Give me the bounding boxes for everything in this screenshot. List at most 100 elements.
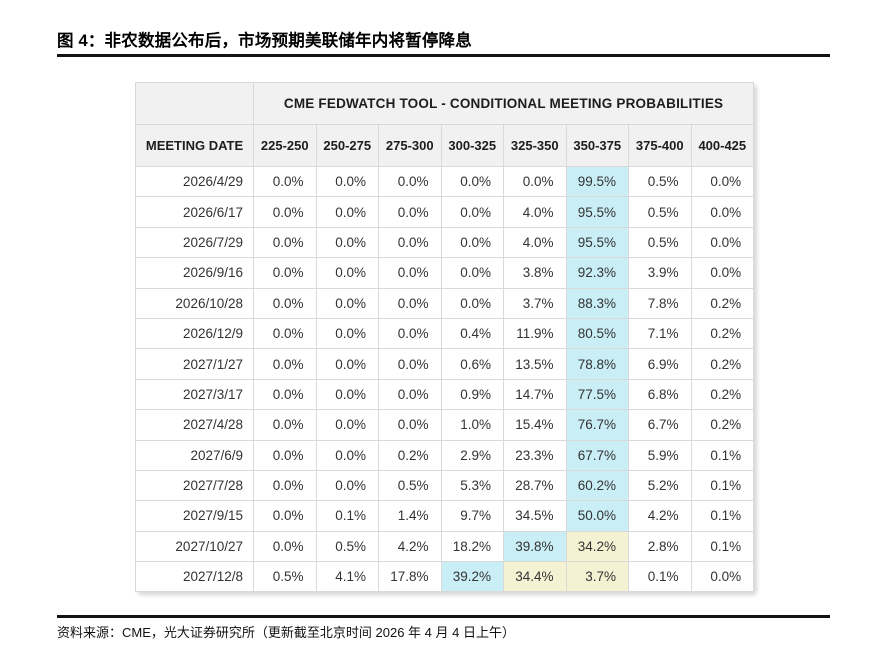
probability-cell: 28.7%: [503, 469, 567, 502]
rate-range-header: 225-250: [253, 124, 317, 167]
probability-cell: 18.2%: [440, 530, 504, 563]
rate-range-header: 350-375: [565, 124, 629, 167]
table-row: 2027/4/28 0.0% 0.0% 0.0% 1.0% 15.4% 76.7% 6.7% 0…: [135, 409, 755, 441]
probability-cell: 23.3%: [503, 439, 567, 471]
probability-cell: 92.3%: [565, 257, 629, 289]
probability-cell: 0.0%: [315, 196, 379, 228]
probability-cell: 4.2%: [628, 500, 692, 532]
probability-cell: 34.5%: [503, 500, 567, 532]
probability-cell: 0.0%: [315, 257, 379, 289]
table-row: 2026/6/17 0.0% 0.0% 0.0% 0.0% 4.0% 95.5% 0.5% 0.…: [135, 196, 755, 228]
figure-title: 图 4：非农数据公布后，市场预期美联储年内将暂停降息: [57, 32, 472, 50]
probability-cell: 77.5%: [565, 378, 629, 411]
probability-cell: 0.0%: [253, 257, 317, 289]
probability-cell: 6.7%: [628, 409, 692, 441]
probability-cell: 0.0%: [315, 469, 379, 502]
probability-cell: 7.1%: [628, 317, 692, 350]
table-body: 2026/4/29 0.0% 0.0% 0.0% 0.0% 0.0% 99.5% 0.5% 0.…: [135, 165, 755, 593]
table-row: 2027/6/9 0.0% 0.0% 0.2% 2.9% 23.3% 67.7% 5.9% 0.…: [135, 439, 755, 471]
meeting-date-cell: 2026/9/16: [135, 257, 254, 289]
probability-cell: 95.5%: [565, 196, 629, 228]
probability-cell: 17.8%: [378, 561, 442, 593]
probability-cell: 0.0%: [690, 226, 755, 259]
rate-range-header: 325-350: [503, 124, 567, 167]
probability-cell: 1.0%: [440, 409, 504, 441]
probability-cell: 0.0%: [378, 348, 442, 380]
probability-cell: 1.4%: [378, 500, 442, 532]
meeting-date-cell: 2026/7/29: [135, 226, 254, 259]
probability-cell: 0.0%: [440, 287, 504, 319]
probability-cell: 0.0%: [690, 196, 755, 228]
probability-cell: 0.0%: [440, 196, 504, 228]
table-row: 2026/7/29 0.0% 0.0% 0.0% 0.0% 4.0% 95.5% 0.5% 0.…: [135, 226, 755, 259]
probability-cell: 4.1%: [315, 561, 379, 593]
table-row: 2026/9/16 0.0% 0.0% 0.0% 0.0% 3.8% 92.3% 3.9% 0.…: [135, 257, 755, 289]
probability-cell: 11.9%: [503, 317, 567, 350]
probability-cell: 0.0%: [253, 287, 317, 319]
rate-range-header: 300-325: [440, 124, 504, 167]
probability-cell: 0.5%: [628, 226, 692, 259]
probability-cell: 95.5%: [565, 226, 629, 259]
probability-cell: 4.0%: [503, 226, 567, 259]
probability-cell: 5.9%: [628, 439, 692, 471]
rate-range-header: 275-300: [378, 124, 442, 167]
probability-cell: 0.0%: [315, 317, 379, 350]
probability-cell: 78.8%: [565, 348, 629, 380]
probability-cell: 0.0%: [315, 439, 379, 471]
probability-cell: 0.0%: [253, 439, 317, 471]
probability-cell: 60.2%: [565, 469, 629, 502]
probability-cell: 0.0%: [378, 409, 442, 441]
probability-cell: 76.7%: [565, 409, 629, 441]
probability-cell: 0.5%: [315, 530, 379, 563]
probability-cell: 0.1%: [690, 469, 755, 502]
title-underline: [57, 54, 830, 57]
probability-cell: 0.0%: [378, 257, 442, 289]
probability-cell: 0.0%: [253, 226, 317, 259]
probability-cell: 99.5%: [565, 165, 629, 198]
rate-range-header: 400-425: [690, 124, 755, 167]
probability-cell: 0.1%: [690, 439, 755, 471]
meeting-date-cell: 2026/4/29: [135, 165, 254, 198]
column-header-row: MEETING DATE 225-250 250-275 275-300 300-32…: [135, 124, 755, 167]
probability-cell: 0.0%: [378, 378, 442, 411]
probability-cell: 0.0%: [253, 348, 317, 380]
probability-cell: 0.2%: [690, 409, 755, 441]
probability-cell: 3.8%: [503, 257, 567, 289]
probability-cell: 0.1%: [628, 561, 692, 593]
probability-cell: 3.7%: [565, 561, 629, 593]
probability-cell: 0.0%: [378, 317, 442, 350]
probability-cell: 0.2%: [690, 378, 755, 411]
probability-cell: 0.9%: [440, 378, 504, 411]
probability-cell: 39.2%: [440, 561, 504, 593]
probability-cell: 0.6%: [440, 348, 504, 380]
probability-cell: 9.7%: [440, 500, 504, 532]
probability-cell: 6.8%: [628, 378, 692, 411]
probability-cell: 34.2%: [565, 530, 629, 563]
rate-range-header: 250-275: [315, 124, 379, 167]
meeting-date-cell: 2027/9/15: [135, 500, 254, 532]
probability-cell: 4.2%: [378, 530, 442, 563]
probability-cell: 13.5%: [503, 348, 567, 380]
probability-cell: 2.9%: [440, 439, 504, 471]
table-row: 2026/10/28 0.0% 0.0% 0.0% 0.0% 3.7% 88.3% 7.8% 0…: [135, 287, 755, 319]
probability-cell: 7.8%: [628, 287, 692, 319]
probability-cell: 0.0%: [440, 257, 504, 289]
probability-cell: 3.9%: [628, 257, 692, 289]
probability-cell: 0.0%: [315, 348, 379, 380]
meeting-date-cell: 2027/10/27: [135, 530, 254, 563]
probability-cell: 0.0%: [378, 226, 442, 259]
probability-cell: 4.0%: [503, 196, 567, 228]
probability-cell: 5.3%: [440, 469, 504, 502]
probability-cell: 0.1%: [690, 500, 755, 532]
meeting-date-cell: 2027/1/27: [135, 348, 254, 380]
probability-cell: 50.0%: [565, 500, 629, 532]
meeting-date-cell: 2026/12/9: [135, 317, 254, 350]
probability-cell: 0.0%: [315, 378, 379, 411]
probability-cell: 0.0%: [690, 165, 755, 198]
probability-cell: 0.0%: [690, 561, 755, 593]
source-note: 资料来源：CME，光大证券研究所（更新截至北京时间 2026 年 4 月 4 日…: [57, 625, 515, 640]
meeting-date-cell: 2026/10/28: [135, 287, 254, 319]
probability-cell: 34.4%: [503, 561, 567, 593]
table-row: 2027/10/27 0.0% 0.5% 4.2% 18.2% 39.8% 34.2% 2.8…: [135, 530, 755, 563]
probability-cell: 39.8%: [503, 530, 567, 563]
